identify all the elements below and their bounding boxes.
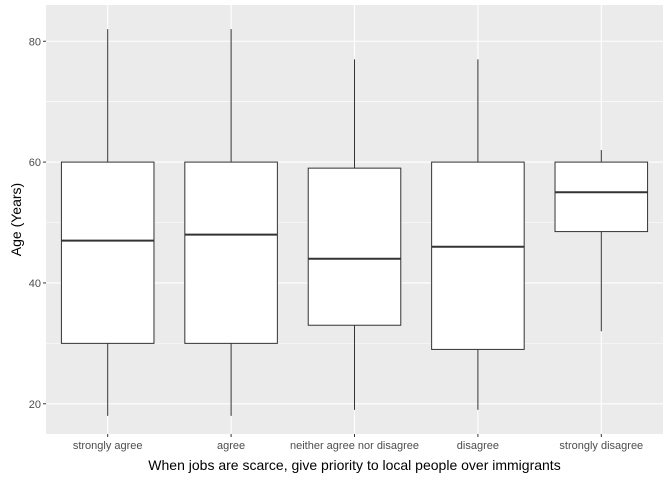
y-tick-label: 20 xyxy=(29,399,41,411)
x-axis: strongly agree agree neither agree nor dis… xyxy=(73,434,643,452)
box-series xyxy=(60,29,649,416)
y-tick-label: 80 xyxy=(29,36,41,48)
box-agree xyxy=(184,29,278,416)
y-axis: 20 40 60 80 xyxy=(29,36,46,411)
x-tick-label: disagree xyxy=(457,440,499,452)
x-tick-label: neither agree nor disagree xyxy=(290,440,419,452)
box-strongly-agree xyxy=(60,29,155,416)
box-iqr xyxy=(184,161,278,344)
x-tick-label: strongly agree xyxy=(73,440,143,452)
x-tick-label: strongly disagree xyxy=(559,440,643,452)
box-strongly-disagree xyxy=(554,150,649,332)
box-iqr xyxy=(60,161,155,344)
box-iqr xyxy=(554,161,649,233)
box-iqr xyxy=(431,161,525,350)
y-axis-title: Age (Years) xyxy=(8,183,24,256)
x-axis-title: When jobs are scarce, give priority to l… xyxy=(148,457,560,473)
y-tick-label: 40 xyxy=(29,278,41,290)
y-tick-label: 60 xyxy=(29,157,41,169)
box-neither-agree-nor-disagree xyxy=(307,59,402,410)
box-disagree xyxy=(431,59,525,410)
box-iqr xyxy=(307,167,402,326)
x-tick-label: agree xyxy=(217,440,245,452)
